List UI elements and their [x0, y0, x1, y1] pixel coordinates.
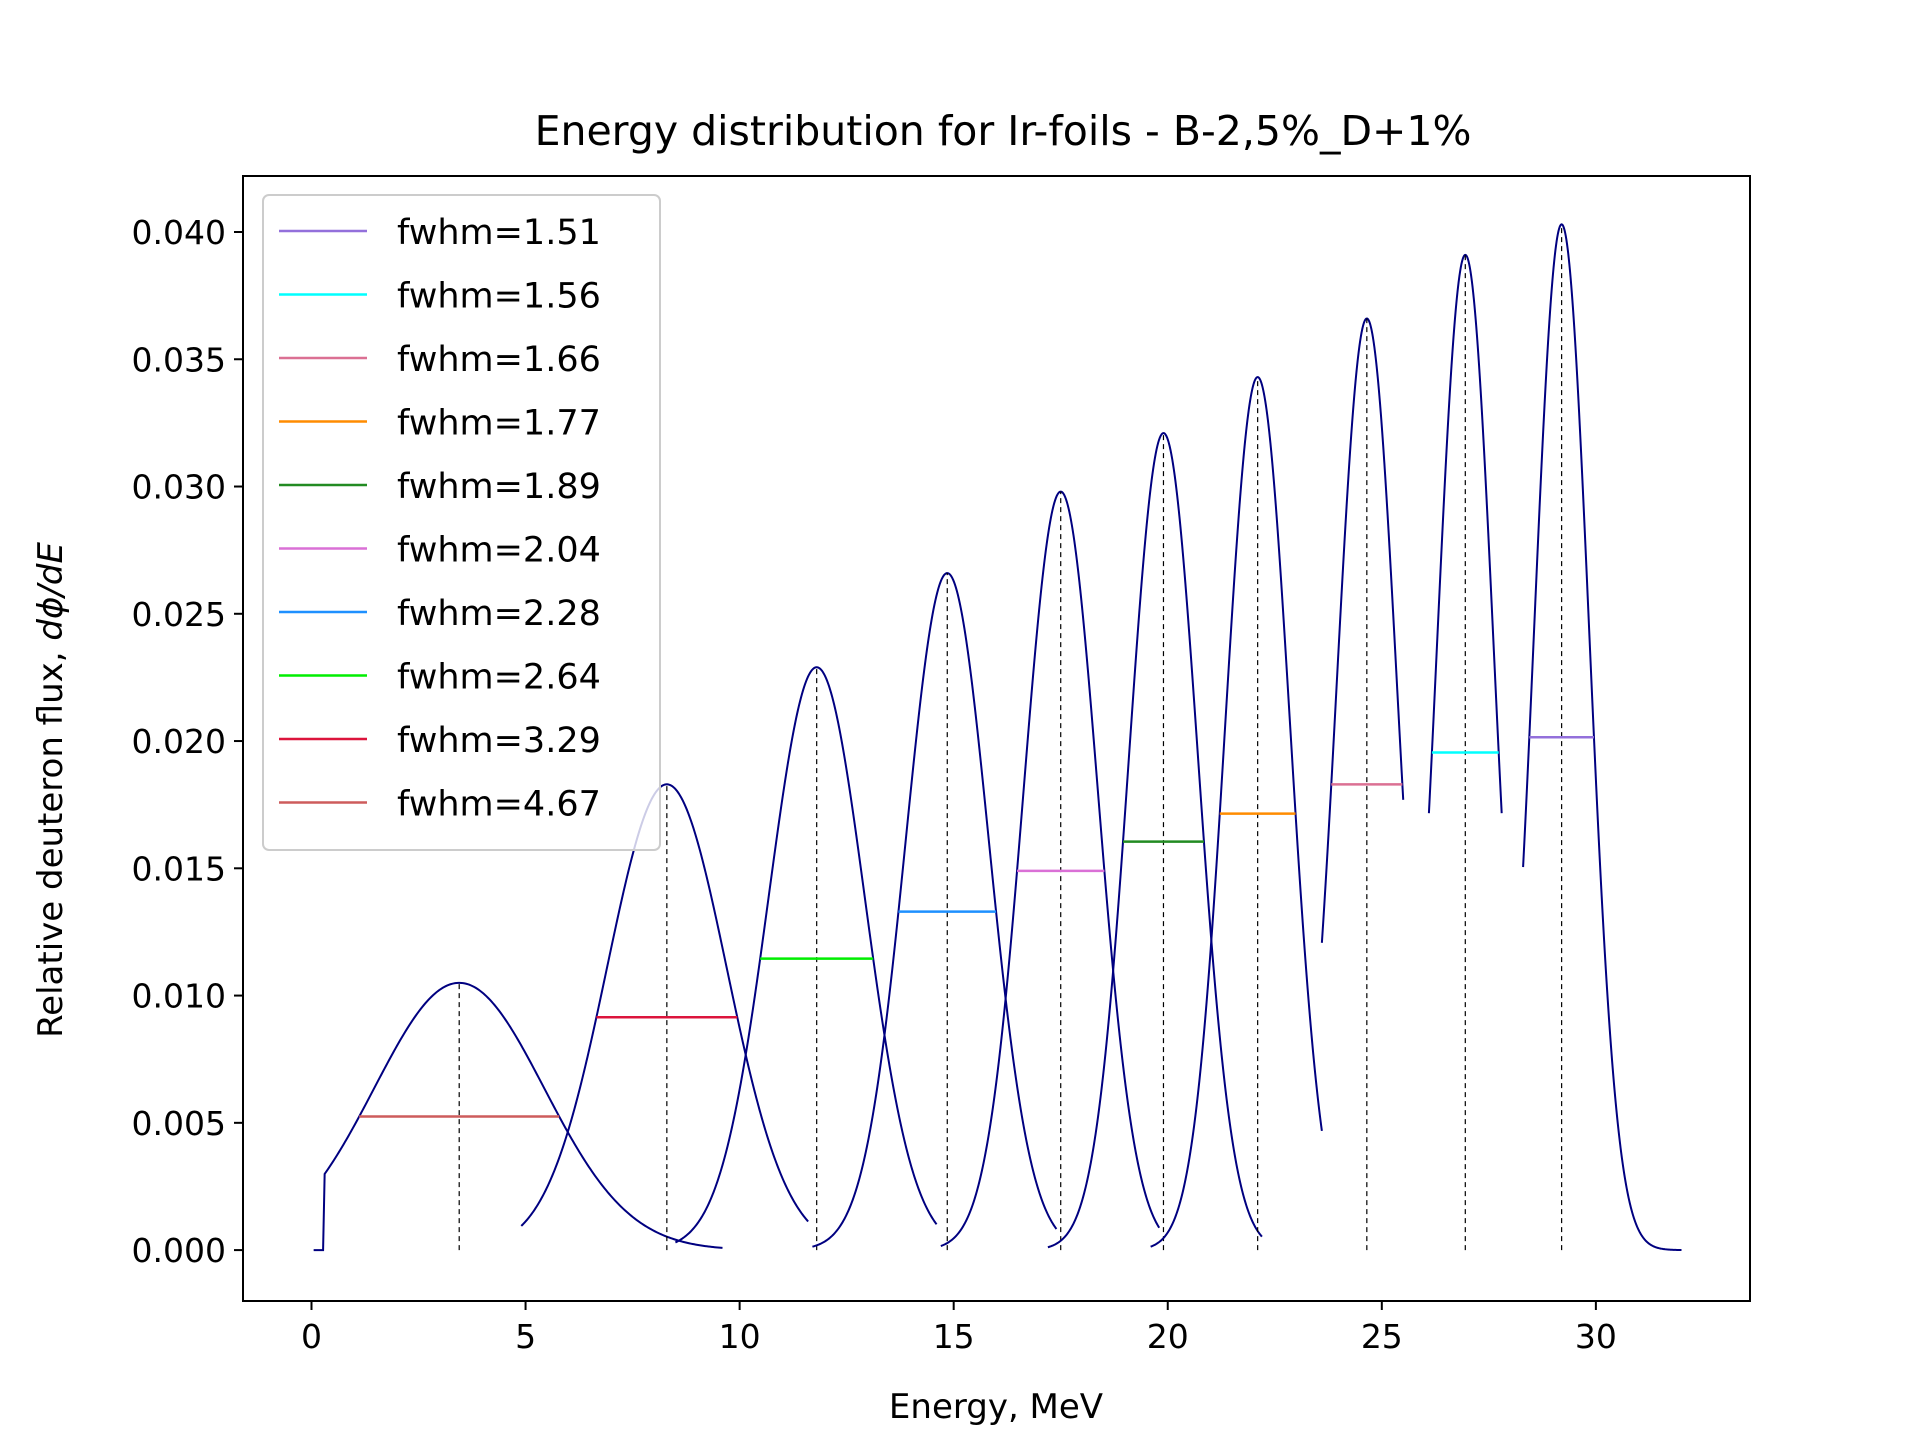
- plot-area: [313, 223, 1682, 1252]
- y-axis-label: Relative deuteron flux, dϕ/dE: [31, 542, 71, 1038]
- legend-label: fwhm=2.28: [397, 594, 601, 634]
- series-7-curve: [1320, 317, 1405, 943]
- x-tick-label: 25: [1361, 1317, 1403, 1356]
- series-8-curve: [1427, 253, 1503, 814]
- x-tick-label: 0: [301, 1317, 322, 1356]
- series-3-curve: [812, 572, 1058, 1248]
- y-tick-label: 0.005: [132, 1104, 226, 1143]
- x-tick-label: 5: [515, 1317, 536, 1356]
- x-tick-label: 10: [719, 1317, 761, 1356]
- x-axis-label: Energy, MeV: [889, 1387, 1103, 1427]
- y-tick-label: 0.010: [132, 977, 226, 1016]
- y-tick-label: 0.035: [132, 340, 226, 379]
- chart-title: Energy distribution for Ir-foils - B-2,5…: [535, 107, 1472, 155]
- series-9-curve: [1522, 223, 1682, 1252]
- y-tick-label: 0.025: [132, 595, 226, 634]
- y-tick-label: 0.015: [132, 849, 226, 888]
- series-4-curve: [940, 490, 1161, 1247]
- x-tick-label: 20: [1147, 1317, 1189, 1356]
- x-tick-label: 15: [933, 1317, 975, 1356]
- y-tick-label: 0.020: [132, 722, 226, 761]
- legend-label: fwhm=4.67: [397, 785, 601, 825]
- series-5-curve: [1047, 432, 1263, 1249]
- series-2-curve: [674, 666, 938, 1244]
- legend-label: fwhm=1.77: [397, 404, 601, 444]
- series-1-curve: [520, 783, 809, 1227]
- legend-label: fwhm=1.56: [397, 277, 601, 317]
- y-tick-label: 0.040: [132, 213, 226, 252]
- legend-label: fwhm=3.29: [397, 721, 601, 761]
- legend-label: fwhm=2.64: [397, 658, 601, 698]
- legend: fwhm=1.51 fwhm=1.56 fwhm=1.66 fwhm=1.77 fwhm…: [262, 194, 661, 851]
- x-axis-ticks: 0 5 10 15 20 25 30: [301, 1301, 1617, 1356]
- axes-frame: [242, 175, 1751, 1302]
- legend-label: fwhm=1.66: [397, 340, 601, 380]
- y-tick-label: 0.000: [132, 1231, 226, 1270]
- series-0-curve: [313, 981, 723, 1252]
- y-axis-label-text: Relative deuteron flux,: [31, 641, 71, 1038]
- legend-label: fwhm=2.04: [397, 531, 601, 571]
- y-axis-ticks: 0.000 0.005 0.010 0.015 0.020 0.025 0.030 0.035…: [132, 213, 243, 1270]
- legend-label: fwhm=1.89: [397, 467, 601, 507]
- series-6-curve: [1150, 376, 1323, 1248]
- y-axis-label-math: dϕ/dE: [31, 542, 71, 641]
- legend-label: fwhm=1.51: [397, 213, 601, 253]
- x-tick-label: 30: [1575, 1317, 1617, 1356]
- y-tick-label: 0.030: [132, 468, 226, 507]
